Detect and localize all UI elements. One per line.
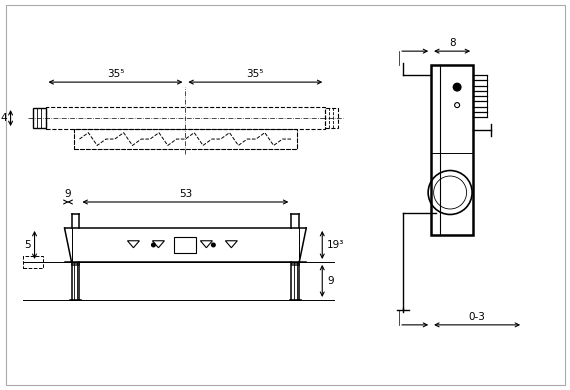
Text: 53: 53 — [179, 189, 192, 199]
Text: 19³: 19³ — [327, 240, 345, 250]
Bar — [174, 237, 197, 253]
Text: 4: 4 — [0, 113, 7, 123]
Bar — [431, 65, 473, 235]
Text: 8: 8 — [449, 38, 455, 48]
Text: 9: 9 — [327, 276, 334, 286]
Text: 35⁵: 35⁵ — [247, 69, 264, 79]
Bar — [71, 262, 80, 266]
Circle shape — [453, 83, 461, 91]
Bar — [74, 129, 298, 149]
Circle shape — [455, 103, 459, 108]
Bar — [325, 108, 338, 128]
Text: 0-3: 0-3 — [469, 312, 486, 322]
Bar — [291, 262, 300, 266]
Bar — [32, 108, 46, 128]
Text: 9: 9 — [65, 189, 71, 199]
Circle shape — [211, 243, 215, 247]
Text: 5: 5 — [24, 240, 31, 250]
Bar — [23, 256, 43, 268]
Circle shape — [152, 243, 155, 247]
Bar — [46, 107, 325, 129]
Text: 35⁵: 35⁵ — [107, 69, 124, 79]
